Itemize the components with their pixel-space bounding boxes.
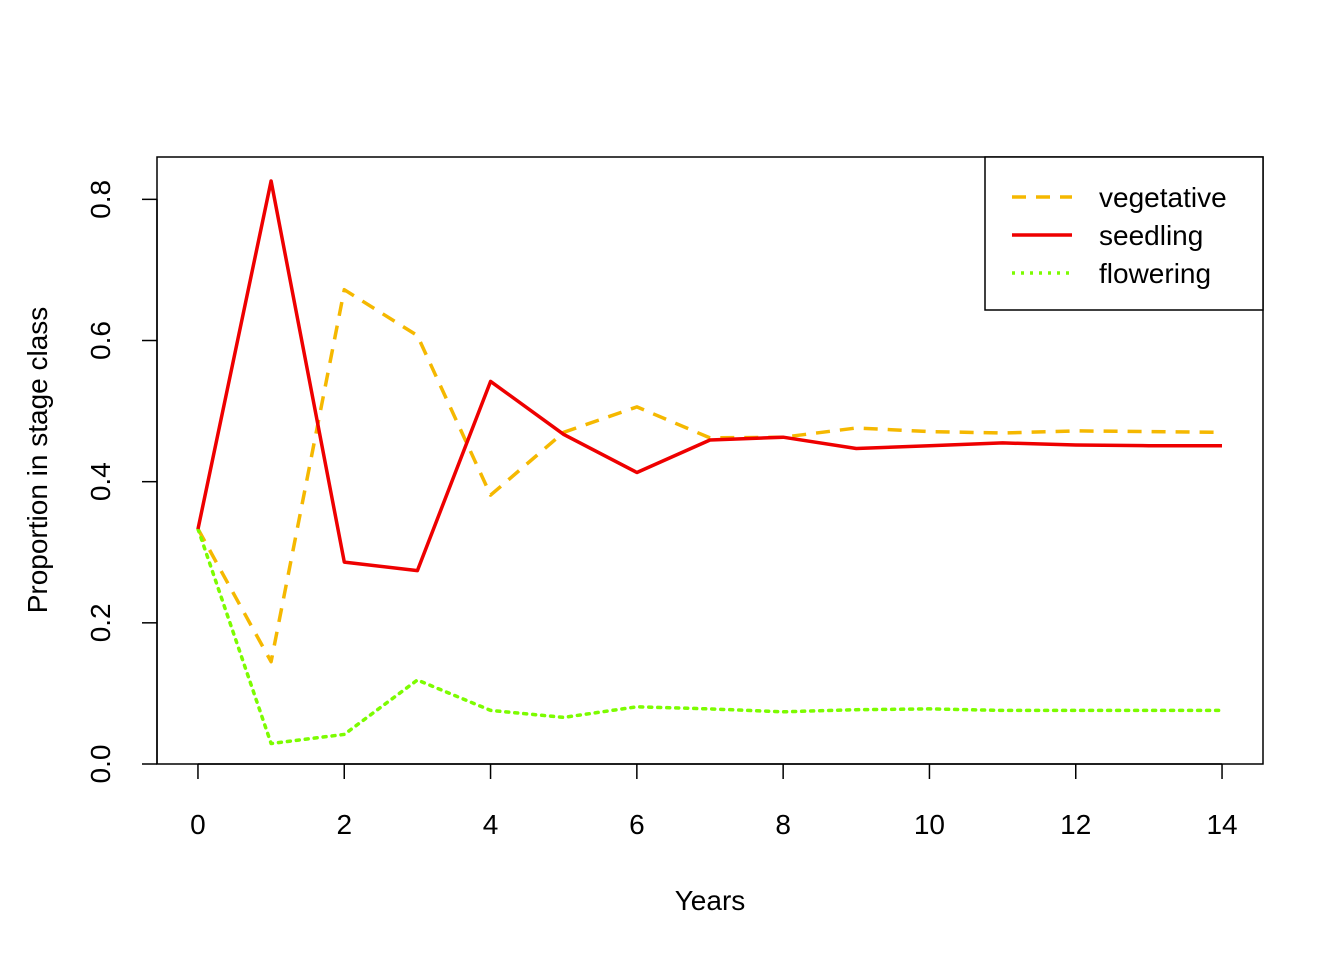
x-tick-label: 6 bbox=[629, 809, 645, 840]
x-tick-label: 12 bbox=[1060, 809, 1091, 840]
series-line-seedling bbox=[196, 179, 1222, 573]
x-tick-label: 0 bbox=[190, 809, 206, 840]
legend-label-vegetative: vegetative bbox=[1099, 182, 1227, 213]
series-layer bbox=[196, 179, 1224, 746]
x-tick-label: 10 bbox=[914, 809, 945, 840]
y-tick-label: 0.2 bbox=[85, 603, 116, 642]
x-axis: 0 2 4 6 8 10 12 14 bbox=[190, 763, 1238, 840]
y-tick-label: 0.6 bbox=[85, 321, 116, 360]
series-line-vegetative bbox=[196, 287, 1223, 664]
series-line-flowering bbox=[196, 527, 1224, 746]
y-axis: 0.0 0.2 0.4 0.6 0.8 bbox=[85, 180, 158, 784]
x-axis-label: Years bbox=[675, 885, 746, 916]
legend: vegetative seedling flowering bbox=[984, 156, 1264, 311]
x-tick-label: 4 bbox=[483, 809, 499, 840]
x-tick-label: 14 bbox=[1206, 809, 1237, 840]
legend-label-flowering: flowering bbox=[1099, 258, 1211, 289]
x-tick-label: 8 bbox=[775, 809, 791, 840]
y-axis-label: Proportion in stage class bbox=[22, 307, 53, 614]
y-tick-label: 0.0 bbox=[85, 745, 116, 784]
y-tick-label: 0.4 bbox=[85, 462, 116, 501]
x-tick-label: 2 bbox=[336, 809, 352, 840]
legend-label-seedling: seedling bbox=[1099, 220, 1203, 251]
y-tick-label: 0.8 bbox=[85, 180, 116, 219]
